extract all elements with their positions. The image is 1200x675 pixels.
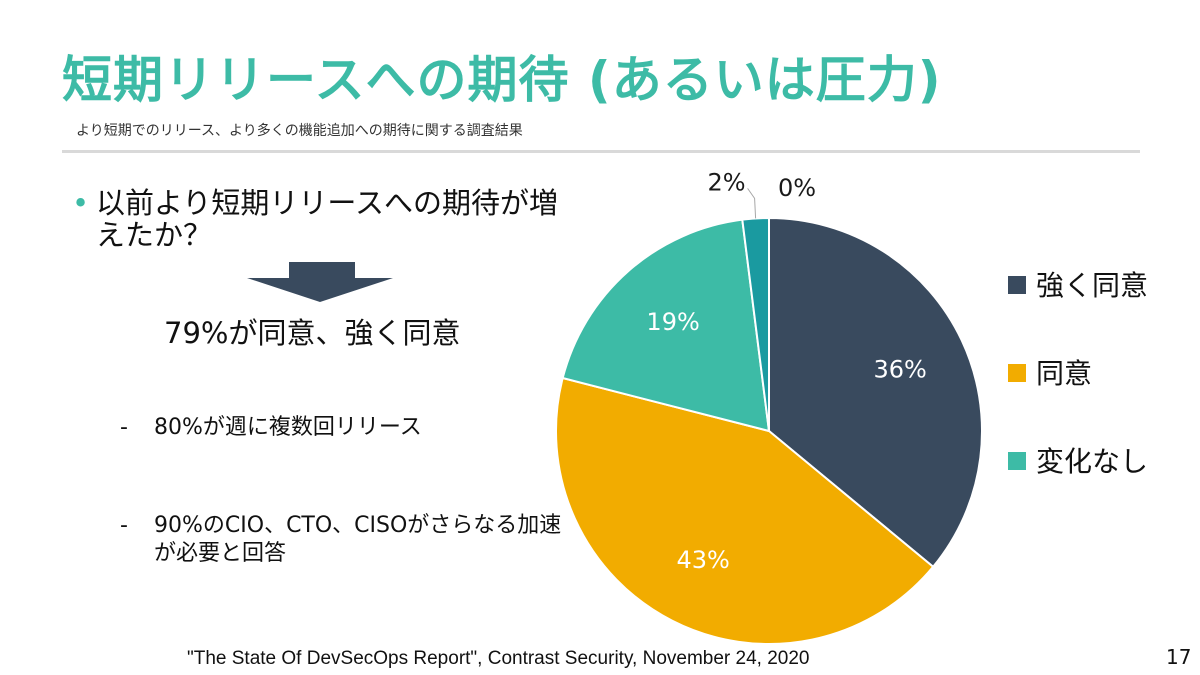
source-citation: "The State Of DevSecOps Report", Contras… xyxy=(187,648,810,669)
legend-swatch xyxy=(1008,452,1026,470)
pie-label-0: 36% xyxy=(874,355,927,383)
result-statement: 79%が同意、強く同意 xyxy=(164,316,461,350)
legend-label: 同意 xyxy=(1036,357,1093,390)
sub-item-text: 80%が週に複数回リリース xyxy=(154,415,422,440)
legend-item-1: 同意 xyxy=(1008,352,1092,392)
page-number: 17 xyxy=(1166,645,1192,669)
pie-slice-2 xyxy=(561,218,771,433)
pie-slice-0 xyxy=(768,216,983,569)
legend-swatch xyxy=(1008,276,1026,294)
pie-slice-3 xyxy=(741,216,770,432)
bullet-question: • 以前より短期リリースへの期待が増えたか？ xyxy=(72,187,572,251)
legend-item-0: 強く同意 xyxy=(1008,264,1148,304)
bullet-question-text: 以前より短期リリースへの期待が増えたか？ xyxy=(96,186,558,252)
title-divider xyxy=(62,150,1140,153)
sub-item-dash: - xyxy=(120,415,128,440)
pie-label-3: 2% xyxy=(708,168,746,196)
pie-label-2: 19% xyxy=(646,308,699,336)
sub-item-text: 90%のCIO、CTO、CISOがさらなる加速が必要と回答 xyxy=(154,513,562,566)
sub-item-executives: - 90%のCIO、CTO、CISOがさらなる加速が必要と回答 xyxy=(120,512,580,568)
bullet-dot-icon: • xyxy=(72,186,90,220)
legend-label: 変化なし xyxy=(1036,445,1149,478)
pie-leader-line xyxy=(747,188,757,219)
legend-label: 強く同意 xyxy=(1036,269,1149,302)
sub-item-weekly-releases: - 80%が週に複数回リリース xyxy=(120,414,580,442)
pie-label-1: 43% xyxy=(677,546,730,574)
down-arrow-icon xyxy=(247,262,393,302)
pie-chart: 36% 43% 19% 2% 0% xyxy=(555,168,983,645)
legend-item-2: 変化なし xyxy=(1008,440,1148,480)
slide-title: 短期リリースへの期待 (あるいは圧力) xyxy=(62,51,942,109)
pie-slice-1 xyxy=(555,376,935,645)
sub-item-dash: - xyxy=(120,513,128,538)
pie-label-4: 0% xyxy=(778,174,816,202)
slide-subtitle: より短期でのリリース、より多くの機能追加への期待に関する調査結果 xyxy=(76,123,523,139)
legend-swatch xyxy=(1008,364,1026,382)
